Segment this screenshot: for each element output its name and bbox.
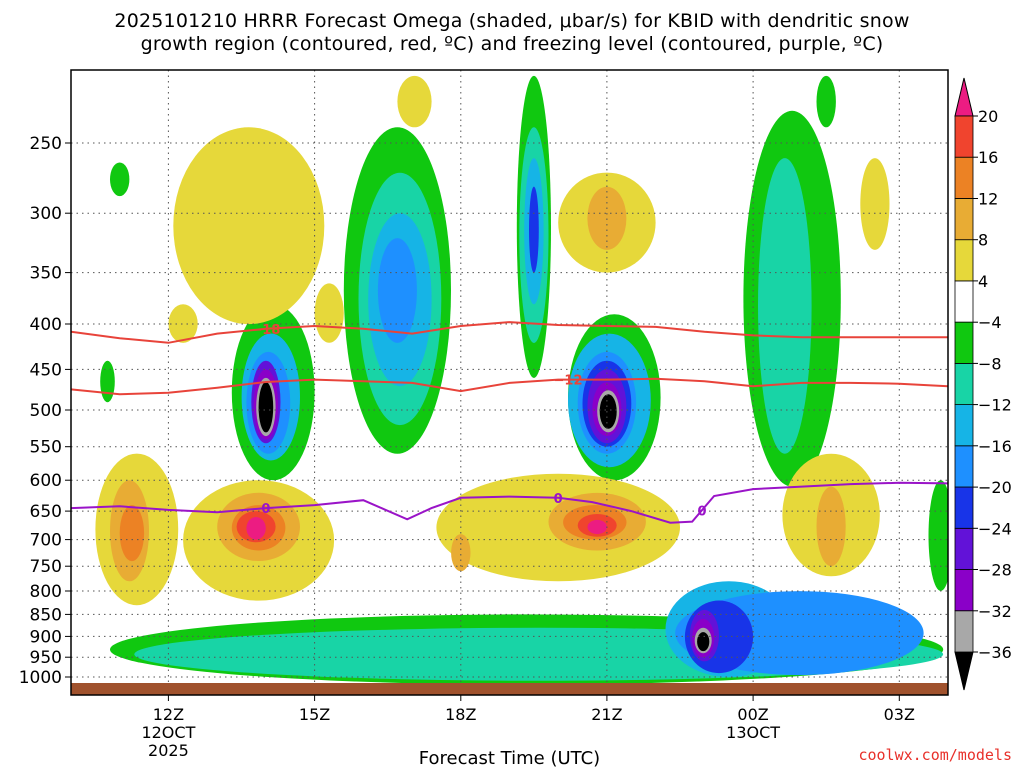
omega-shaded-field xyxy=(95,75,948,685)
colorbar-label-6: −8 xyxy=(978,354,1002,373)
omega-region-top-right-green xyxy=(816,75,836,128)
x-tick-label-18Z: 18Z xyxy=(445,705,476,724)
y-tick-label-500: 500 xyxy=(30,401,62,421)
x-tick-date-12Z: 12OCT xyxy=(141,723,195,742)
y-tick-label-450: 450 xyxy=(30,360,62,380)
contour-lines: −18 −12 0 0 0 xyxy=(71,321,948,524)
contour-label-0-3: 0 xyxy=(554,492,563,507)
colorbar-label-5: −4 xyxy=(978,313,1002,332)
omega-region-upper-yellow-13z xyxy=(173,127,325,325)
colorbar-band-12 xyxy=(954,156,974,199)
colorbar-label-2: 12 xyxy=(978,190,998,209)
chart-title-line2: growth region (contoured, red, ºC) and f… xyxy=(140,33,884,55)
colorbar-band-10 xyxy=(954,239,974,282)
colorbar-band-9 xyxy=(954,280,974,323)
colorbar-label-10: −24 xyxy=(978,519,1012,538)
colorbar-band-2 xyxy=(954,569,974,612)
colorbar-label-12: −32 xyxy=(978,602,1012,621)
omega-region-small-green-12z xyxy=(110,162,130,197)
y-tick-label-650: 650 xyxy=(30,502,62,522)
colorbar-label-13: −36 xyxy=(978,643,1012,662)
colorbar-band-13 xyxy=(954,115,974,158)
colorbar-band-3 xyxy=(954,527,974,570)
omega-region-blue-core-19z xyxy=(529,186,539,273)
omega-region-teal-00z xyxy=(758,158,812,454)
colorbar-min-triangle xyxy=(954,651,974,691)
y-tick-label-1000: 1000 xyxy=(19,668,62,688)
omega-region-right-edge-green xyxy=(928,480,948,591)
y-tick-label-800: 800 xyxy=(30,582,62,602)
omega-region-magenta-14z xyxy=(246,517,266,540)
ground-surface-bar xyxy=(71,683,948,695)
omega-region-gold-18z xyxy=(451,534,471,572)
colorbar-band-7 xyxy=(954,362,974,405)
omega-region-magenta-21z xyxy=(587,519,607,535)
colorbar-band-1 xyxy=(954,610,974,653)
colorbar-max-triangle xyxy=(954,77,974,117)
colorbar-label-1: 16 xyxy=(978,148,998,167)
y-axis: 2503003504004505005506006507007508008509… xyxy=(19,134,71,688)
x-tick-label-21Z: 21Z xyxy=(591,705,622,724)
omega-region-blue-upper-16z xyxy=(377,238,417,343)
omega-region-black-core-21z xyxy=(599,394,617,429)
y-tick-label-600: 600 xyxy=(30,471,62,491)
colorbar-label-3: 8 xyxy=(978,231,988,250)
contour-label-0: 0 xyxy=(261,502,270,517)
omega-region-orange-11z xyxy=(119,505,145,562)
x-axis-title: Forecast Time (UTC) xyxy=(419,748,600,768)
colorbar-band-6 xyxy=(954,404,974,447)
chart-title-line1: 2025101210 HRRR Forecast Omega (shaded, … xyxy=(114,10,910,32)
x-tick-label-12Z: 12Z xyxy=(153,705,184,724)
colorbar-label-0: 20 xyxy=(978,107,998,126)
y-tick-label-700: 700 xyxy=(30,531,62,551)
contour-label-0-2: 0 xyxy=(697,504,706,519)
omega-region-small-green-left xyxy=(100,360,115,403)
colorbar-label-7: −12 xyxy=(978,396,1012,415)
omega-region-black-core-23z xyxy=(697,632,710,652)
omega-region-upper-yellow-02z xyxy=(860,158,890,250)
omega-region-gold-21z-upper xyxy=(587,186,627,250)
contour-label--18: −18 xyxy=(251,323,280,338)
x-tick-label-03Z: 03Z xyxy=(884,705,915,724)
y-tick-label-250: 250 xyxy=(30,134,62,154)
omega-region-yellow-1230z xyxy=(168,304,198,343)
y-tick-label-900: 900 xyxy=(30,627,62,647)
colorbar-label-8: −16 xyxy=(978,437,1012,456)
colorbar-band-5 xyxy=(954,445,974,488)
colorbar: 20 16 12 8 4 −4 −8 −12 −16 −20 −24 −28 −32 −36 xyxy=(954,77,1012,691)
omega-region-yellow-15z xyxy=(314,283,344,343)
y-tick-label-400: 400 xyxy=(30,315,62,335)
contour-line--18 xyxy=(71,321,948,344)
colorbar-band-4 xyxy=(954,486,974,529)
colorbar-label-11: −28 xyxy=(978,561,1012,580)
plot-frame xyxy=(70,69,949,696)
x-tick-label-00Z: 00Z xyxy=(737,705,768,724)
contour-label--12: −12 xyxy=(554,374,583,389)
y-tick-label-350: 350 xyxy=(30,264,62,284)
y-tick-label-950: 950 xyxy=(30,648,62,668)
y-tick-label-550: 550 xyxy=(30,438,62,458)
contour-line-0 xyxy=(71,481,948,524)
x-tick-year-12Z: 2025 xyxy=(148,741,189,760)
omega-region-black-core-14z xyxy=(258,382,274,433)
y-tick-label-300: 300 xyxy=(30,204,62,224)
site-credit: coolwx.com/models xyxy=(858,746,1012,764)
contour-line--12 xyxy=(71,377,948,396)
colorbar-label-4: 4 xyxy=(978,272,988,291)
y-tick-label-750: 750 xyxy=(30,557,62,577)
colorbar-label-9: −20 xyxy=(978,478,1012,497)
omega-region-top-yellow-17z xyxy=(397,75,432,128)
colorbar-band-11 xyxy=(954,198,974,241)
x-tick-date-00Z: 13OCT xyxy=(726,723,780,742)
y-tick-label-850: 850 xyxy=(30,605,62,625)
omega-region-gold-01z xyxy=(816,486,846,567)
colorbar-band-8 xyxy=(954,321,974,364)
x-tick-label-15Z: 15Z xyxy=(299,705,330,724)
